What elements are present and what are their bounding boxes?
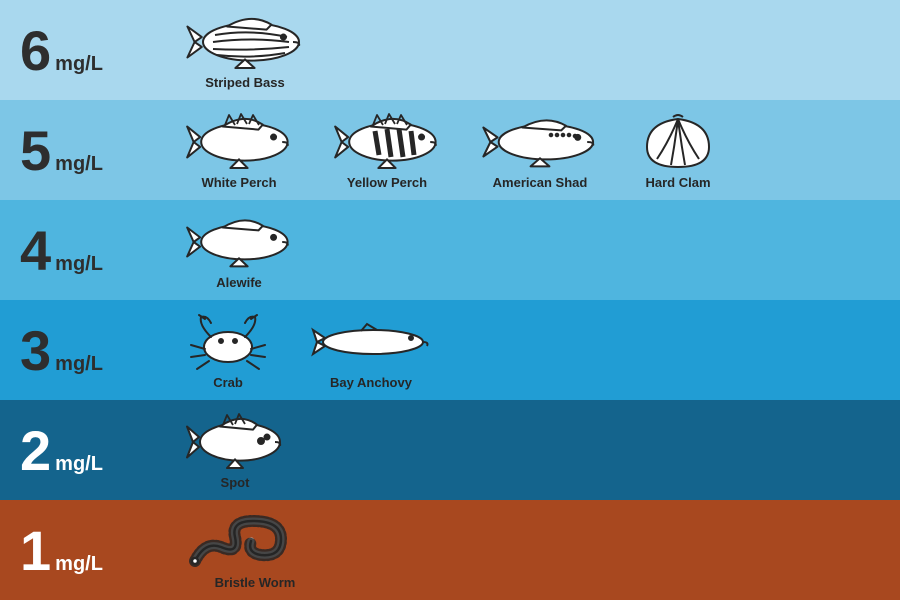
species-spot: Spot [185, 411, 285, 490]
level-number: 1 [20, 518, 51, 583]
species-bay-anchovy: Bay Anchovy [311, 311, 431, 390]
bay-anchovy-icon [311, 311, 431, 373]
species-american-shad: American Shad [481, 111, 599, 190]
american-shad-icon [481, 111, 599, 173]
level-unit: mg/L [55, 453, 103, 476]
species-label: Bay Anchovy [330, 375, 412, 390]
species-label: Yellow Perch [347, 175, 427, 190]
level-unit: mg/L [55, 553, 103, 576]
species-label: Hard Clam [645, 175, 710, 190]
species-hard-clam: Hard Clam [639, 111, 717, 190]
species-strip: Spot [175, 411, 285, 490]
level-number: 4 [20, 218, 51, 283]
level-label: 2mg/L [20, 418, 175, 483]
level-unit: mg/L [55, 253, 103, 276]
spot-icon [185, 411, 285, 473]
level-row-4: 4mg/L Alewife [0, 200, 900, 300]
species-striped-bass: Striped Bass [185, 11, 305, 90]
level-number: 5 [20, 118, 51, 183]
yellow-perch-icon [333, 111, 441, 173]
level-row-3: 3mg/L Crab Bay Anchovy [0, 300, 900, 400]
species-label: Bristle Worm [215, 575, 296, 590]
species-strip: Crab Bay Anchovy [175, 311, 431, 390]
species-strip: Alewife [175, 211, 293, 290]
species-label: White Perch [201, 175, 276, 190]
species-white-perch: White Perch [185, 111, 293, 190]
crab-icon [185, 311, 271, 373]
level-label: 3mg/L [20, 318, 175, 383]
level-row-6: 6mg/L Striped Bass [0, 0, 900, 100]
alewife-icon [185, 211, 293, 273]
species-label: Spot [221, 475, 250, 490]
level-number: 6 [20, 18, 51, 83]
species-bristle-worm: Bristle Worm [185, 511, 325, 590]
level-unit: mg/L [55, 153, 103, 176]
level-unit: mg/L [55, 53, 103, 76]
species-label: American Shad [493, 175, 588, 190]
species-label: Alewife [216, 275, 262, 290]
oxygen-level-chart: 6mg/L Striped Bass5mg/L White Perch [0, 0, 900, 600]
level-label: 5mg/L [20, 118, 175, 183]
species-strip: White Perch Yellow Perch American [175, 111, 717, 190]
level-number: 2 [20, 418, 51, 483]
level-row-5: 5mg/L White Perch Yellow Perch [0, 100, 900, 200]
level-label: 4mg/L [20, 218, 175, 283]
species-alewife: Alewife [185, 211, 293, 290]
white-perch-icon [185, 111, 293, 173]
species-label: Crab [213, 375, 243, 390]
level-label: 6mg/L [20, 18, 175, 83]
species-strip: Striped Bass [175, 11, 305, 90]
species-yellow-perch: Yellow Perch [333, 111, 441, 190]
level-row-1: 1mg/L Bristle Worm [0, 500, 900, 600]
hard-clam-icon [639, 111, 717, 173]
species-crab: Crab [185, 311, 271, 390]
striped-bass-icon [185, 11, 305, 73]
level-number: 3 [20, 318, 51, 383]
level-label: 1mg/L [20, 518, 175, 583]
bristle-worm-icon [185, 511, 325, 573]
species-strip: Bristle Worm [175, 511, 325, 590]
level-unit: mg/L [55, 353, 103, 376]
level-row-2: 2mg/L Spot [0, 400, 900, 500]
species-label: Striped Bass [205, 75, 284, 90]
